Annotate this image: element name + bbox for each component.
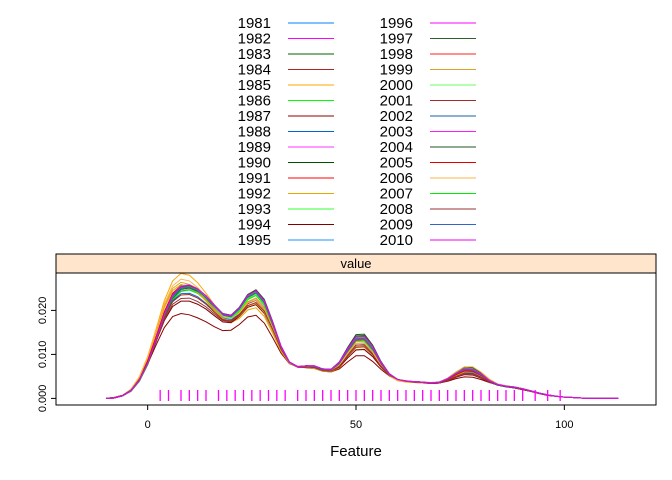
legend-label-2009: 2009 — [380, 217, 413, 234]
legend-label-1997: 1997 — [380, 31, 413, 48]
legend-label-1990: 1990 — [238, 155, 271, 172]
series-line-2002 — [105, 285, 619, 399]
legend-label-1983: 1983 — [238, 46, 271, 63]
series-line-1996 — [105, 285, 619, 399]
legend-label-1991: 1991 — [238, 170, 271, 187]
panel-strip: value — [55, 253, 657, 274]
legend-label-1988: 1988 — [238, 124, 271, 141]
series-line-2003 — [105, 285, 619, 399]
legend-label-1982: 1982 — [238, 31, 271, 48]
legend-label-1993: 1993 — [238, 201, 271, 218]
legend-label-1994: 1994 — [238, 217, 271, 234]
strip-label: value — [340, 256, 371, 271]
legend-label-1992: 1992 — [238, 186, 271, 203]
x-tick-label-50: 50 — [350, 419, 362, 431]
series-line-2010 — [105, 284, 619, 399]
legend-label-2007: 2007 — [380, 186, 413, 203]
legend-label-2002: 2002 — [380, 108, 413, 125]
series-line-1987 — [105, 312, 619, 399]
x-axis-label: Feature — [330, 443, 382, 460]
y-tick-label-0.020: 0.020 — [37, 297, 49, 325]
legend-label-2008: 2008 — [380, 201, 413, 218]
series-line-1982 — [105, 289, 619, 399]
legend-label-1996: 1996 — [380, 15, 413, 32]
series-line-2004 — [105, 284, 619, 399]
legend-label-1995: 1995 — [238, 232, 271, 249]
legend-label-2000: 2000 — [380, 77, 413, 94]
legend-label-1989: 1989 — [238, 139, 271, 156]
legend-label-2003: 2003 — [380, 124, 413, 141]
series-line-2007 — [105, 286, 619, 399]
series-line-1998 — [105, 285, 619, 399]
series-line-1983 — [105, 284, 619, 399]
x-tick-label-100: 100 — [555, 419, 573, 431]
legend-label-1987: 1987 — [238, 108, 271, 125]
legend-label-1981: 1981 — [238, 15, 271, 32]
legend-label-1984: 1984 — [238, 62, 271, 79]
series-line-1981 — [105, 289, 619, 399]
series-line-1986 — [105, 289, 619, 399]
legend-label-1999: 1999 — [380, 62, 413, 79]
density-lines — [105, 272, 619, 399]
legend: 1981198219831984198519861987198819891990… — [238, 15, 476, 249]
legend-label-1986: 1986 — [238, 93, 271, 110]
series-line-2008 — [105, 297, 619, 399]
y-tick-label-0.010: 0.010 — [37, 341, 49, 369]
legend-label-1985: 1985 — [238, 77, 271, 94]
y-tick-label-0.000: 0.000 — [37, 385, 49, 413]
legend-label-2005: 2005 — [380, 155, 413, 172]
legend-label-2004: 2004 — [380, 139, 413, 156]
legend-label-2010: 2010 — [380, 232, 413, 249]
y-axis: 0.000 0.010 0.020 — [37, 297, 56, 413]
rug-marks — [159, 390, 561, 401]
legend-label-2006: 2006 — [380, 170, 413, 187]
series-line-1994 — [105, 300, 619, 399]
x-tick-label-0: 0 — [145, 419, 151, 431]
series-line-2005 — [105, 285, 619, 399]
x-axis: 0 50 100 — [145, 405, 574, 431]
legend-label-2001: 2001 — [380, 93, 413, 110]
legend-label-1998: 1998 — [380, 46, 413, 63]
